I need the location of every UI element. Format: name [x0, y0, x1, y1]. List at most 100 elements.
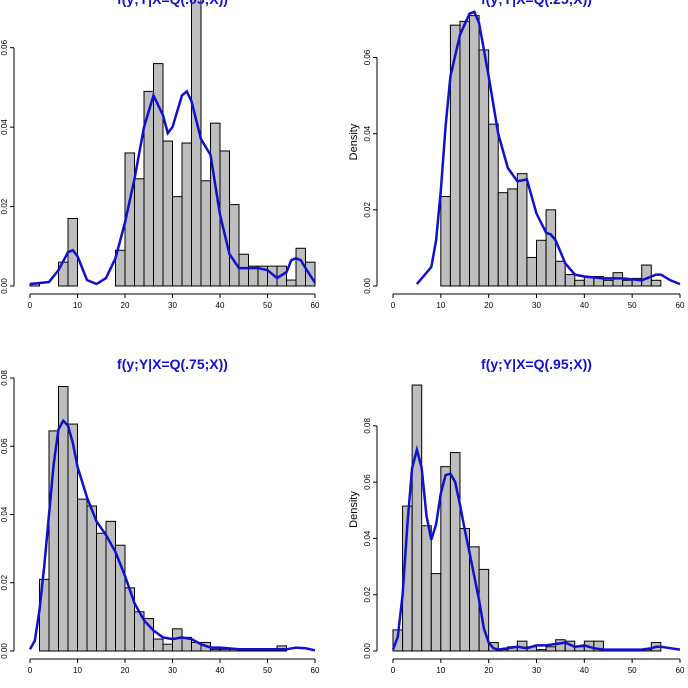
histogram-bar — [622, 279, 633, 287]
y-tick-label: 0.08 — [363, 418, 372, 434]
histogram-bar — [478, 49, 490, 287]
histogram-bar — [77, 498, 88, 652]
x-tick-label: 60 — [676, 301, 685, 310]
y-tick-label: 0.02 — [0, 574, 9, 590]
x-tick-label: 10 — [73, 301, 82, 310]
y-axis-label: Density — [348, 123, 360, 160]
histogram-bar — [459, 20, 471, 287]
x-tick-label: 30 — [168, 301, 177, 310]
histogram-bar — [86, 505, 97, 652]
x-tick-label: 30 — [168, 666, 177, 675]
y-tick-label: 0.06 — [363, 474, 372, 490]
y-tick-label: 0.02 — [363, 202, 372, 218]
histogram-bar — [134, 178, 145, 287]
x-tick-label: 0 — [391, 301, 396, 310]
histogram-bar — [162, 140, 173, 287]
y-tick-label: 0.02 — [363, 586, 372, 602]
histogram-bar — [536, 239, 547, 287]
histogram-bar — [172, 196, 183, 287]
histogram-bar — [516, 173, 528, 287]
density-curve — [29, 89, 317, 286]
y-tick-label: 0.04 — [0, 506, 9, 522]
chart-title: f(y;Y|X=Q(.05;X)) — [117, 0, 228, 7]
histogram-bar — [488, 123, 499, 287]
histogram-bar — [191, 0, 202, 287]
histogram-panel: 0 10 20 30 40 50 60 0.00 0.02 0.04 0.06 Density f(y;… — [348, 0, 685, 310]
histogram-bar — [469, 15, 480, 287]
x-tick-label: 0 — [28, 301, 33, 310]
x-tick-label: 60 — [311, 666, 320, 675]
x-tick-label: 50 — [263, 301, 272, 310]
histogram-bar — [96, 532, 107, 652]
histogram-bar — [105, 520, 116, 652]
x-tick-label: 60 — [676, 666, 685, 675]
histogram-bar — [229, 204, 240, 287]
histogram-bar — [545, 646, 557, 652]
x-tick-label: 0 — [28, 666, 33, 675]
y-tick-label: 0.00 — [0, 643, 9, 659]
x-tick-label: 20 — [484, 301, 493, 310]
x-tick-label: 20 — [484, 666, 493, 675]
density-curve — [28, 418, 316, 652]
y-tick-label: 0.04 — [0, 119, 9, 135]
histogram-bar — [440, 196, 451, 287]
y-axis-label: Density — [348, 491, 360, 528]
histogram-bar — [200, 180, 211, 287]
x-tick-label: 60 — [311, 301, 320, 310]
y-tick-label: 0.02 — [0, 198, 9, 214]
histogram-bar — [555, 639, 566, 652]
x-tick-label: 40 — [216, 666, 225, 675]
y-tick-label: 0.04 — [363, 530, 372, 546]
density-curve — [415, 10, 681, 286]
histogram-bar — [555, 260, 566, 287]
histogram-bar — [526, 256, 538, 287]
chart-title: f(y;Y|X=Q(.95;X)) — [481, 356, 592, 372]
histogram-bar — [411, 384, 423, 652]
histogram-bar — [574, 279, 585, 287]
histogram-bar — [650, 279, 662, 287]
x-tick-label: 40 — [580, 666, 589, 675]
chart-title: f(y;Y|X=Q(.25;X)) — [481, 0, 592, 7]
histogram-bar — [593, 640, 604, 652]
y-tick-label: 0.08 — [0, 370, 9, 386]
histogram-bar — [507, 188, 518, 287]
density-curve — [391, 444, 681, 651]
histogram-panel: 0 10 20 30 40 50 60 0.00 0.02 0.04 0.06 0.08 Density… — [348, 356, 685, 675]
y-tick-label: 0.04 — [363, 125, 372, 141]
histogram-bar — [497, 192, 509, 287]
histogram-bar — [602, 279, 614, 287]
x-tick-label: 20 — [121, 666, 130, 675]
x-tick-label: 40 — [580, 301, 589, 310]
y-tick-label: 0.00 — [363, 643, 372, 659]
histogram-bar — [545, 209, 557, 287]
histogram-bar — [449, 24, 461, 287]
histogram-bar — [210, 648, 221, 652]
histogram-bar — [641, 264, 652, 287]
chart-title: f(y;Y|X=Q(.75;X)) — [117, 356, 228, 372]
x-tick-label: 10 — [436, 666, 445, 675]
histogram-bar — [440, 466, 451, 652]
x-tick-label: 50 — [263, 666, 272, 675]
y-tick-label: 0.06 — [363, 49, 372, 65]
histogram-bar — [181, 142, 192, 287]
x-tick-label: 20 — [121, 301, 130, 310]
y-tick-label: 0.06 — [0, 39, 9, 55]
histogram-panel: 0 10 20 30 40 50 60 0.00 0.02 0.04 0.06 f(y;Y|X=Q(.… — [0, 0, 320, 310]
histogram-bar — [478, 568, 490, 652]
y-tick-label: 0.00 — [0, 278, 9, 294]
histogram-bar — [421, 525, 432, 652]
x-tick-label: 10 — [436, 301, 445, 310]
histogram-bar — [430, 573, 442, 652]
x-tick-label: 50 — [628, 301, 637, 310]
y-tick-label: 0.00 — [363, 278, 372, 294]
histogram-bar — [162, 643, 173, 652]
histogram-bar — [238, 253, 249, 287]
x-tick-label: 0 — [391, 666, 396, 675]
histogram-bar — [286, 279, 297, 287]
x-tick-label: 10 — [73, 666, 82, 675]
histogram-bar — [153, 638, 164, 652]
x-tick-label: 30 — [532, 666, 541, 675]
x-tick-label: 30 — [532, 301, 541, 310]
histogram-bar — [564, 274, 576, 287]
